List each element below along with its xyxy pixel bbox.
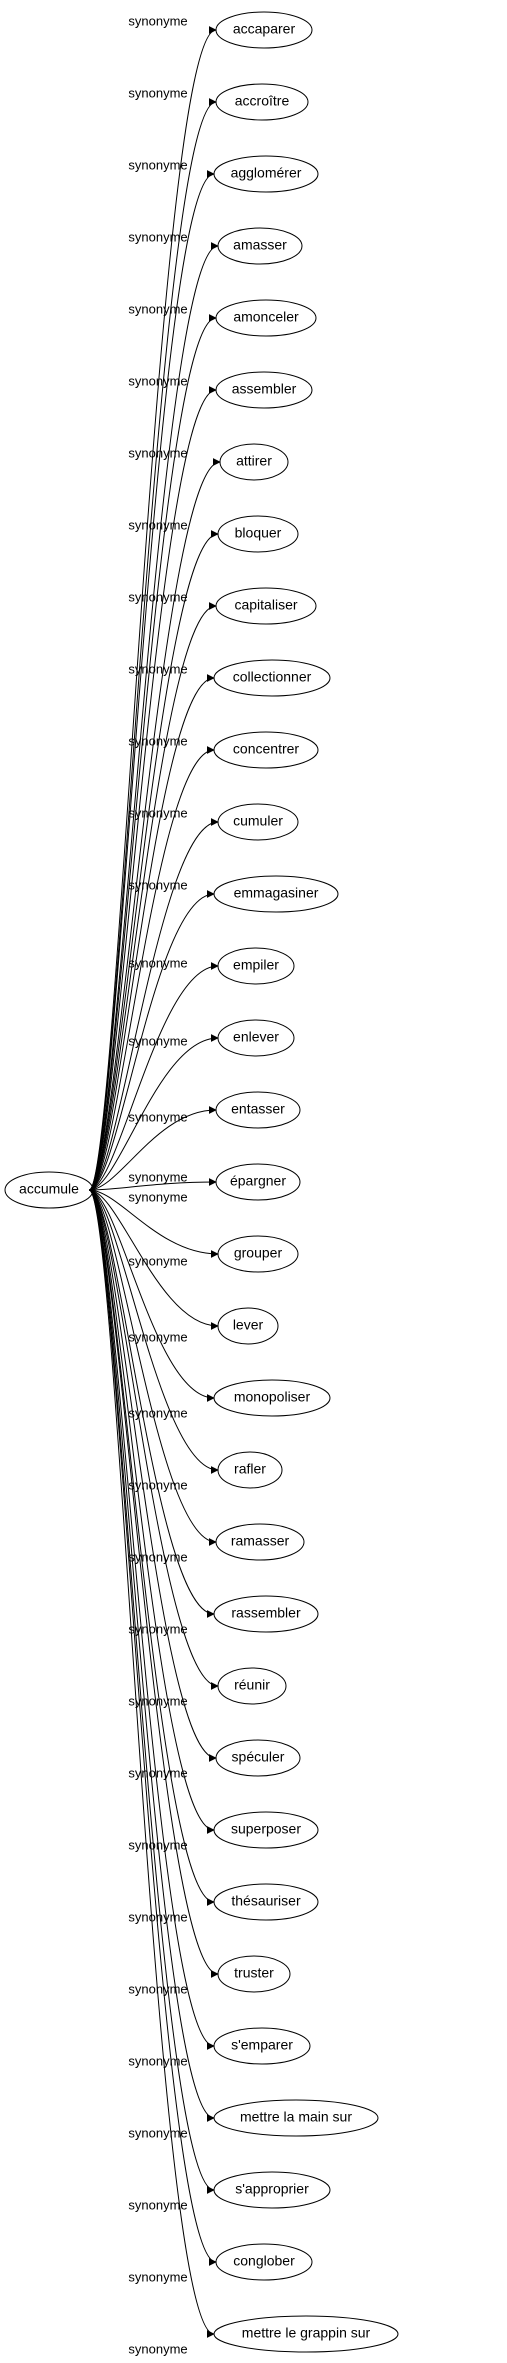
edge-label-assembler: synonyme — [128, 373, 187, 388]
node-label-assembler: assembler — [232, 381, 297, 397]
edge-label-thesauriser: synonyme — [128, 1909, 187, 1924]
node-label-monopoliser: monopoliser — [234, 1389, 311, 1405]
node-label-attirer: attirer — [236, 453, 272, 469]
edge-label-accaparer: synonyme — [128, 13, 187, 28]
edge-label-agglomerer: synonyme — [128, 157, 187, 172]
edge-label-concentrer: synonyme — [128, 733, 187, 748]
root-node-label: accumule — [19, 1181, 79, 1197]
edge-label-reunir: synonyme — [128, 1693, 187, 1708]
edge-label-semparer: synonyme — [128, 2053, 187, 2068]
node-label-mettre-grappin: mettre le grappin sur — [242, 2325, 371, 2341]
edge-conglober — [89, 1190, 216, 2262]
edge-label-entasser: synonyme — [128, 1109, 187, 1124]
node-label-enlever: enlever — [233, 1029, 279, 1045]
edge-label-attirer: synonyme — [128, 445, 187, 460]
edge-label-amasser: synonyme — [128, 229, 187, 244]
node-label-accaparer: accaparer — [233, 21, 296, 37]
edge-label-emmagasiner: synonyme — [128, 877, 187, 892]
edge-label-speculer: synonyme — [128, 1765, 187, 1780]
node-label-agglomerer: agglomérer — [231, 165, 302, 181]
edge-label-collectionner: synonyme — [128, 661, 187, 676]
edge-label-bloquer: synonyme — [128, 517, 187, 532]
node-label-capitaliser: capitaliser — [234, 597, 297, 613]
edge-accroitre — [89, 102, 216, 1190]
node-label-cumuler: cumuler — [233, 813, 283, 829]
node-label-accroitre: accroître — [235, 93, 290, 109]
edge-label-amonceler: synonyme — [128, 301, 187, 316]
edge-label-conglober: synonyme — [128, 2269, 187, 2284]
node-label-epargner: épargner — [230, 1173, 286, 1189]
node-label-collectionner: collectionner — [233, 669, 312, 685]
edge-label-grouper-2: synonyme — [128, 1253, 187, 1268]
node-label-thesauriser: thésauriser — [231, 1893, 301, 1909]
edge-attirer — [89, 462, 220, 1190]
edge-label-empiler: synonyme — [128, 955, 187, 970]
node-label-rassembler: rassembler — [231, 1605, 301, 1621]
synonym-graph: synonyme synonyme synonyme synonyme synonyme… — [0, 0, 507, 2363]
node-label-mettre-main: mettre la main sur — [240, 2109, 352, 2125]
node-label-empiler: empiler — [233, 957, 279, 973]
edge-label-capitaliser: synonyme — [128, 589, 187, 604]
node-label-entasser: entasser — [231, 1101, 285, 1117]
node-label-lever: lever — [233, 1317, 264, 1333]
node-label-reunir: réunir — [234, 1677, 270, 1693]
node-label-concentrer: concentrer — [233, 741, 299, 757]
node-label-semparer: s'emparer — [231, 2037, 293, 2053]
node-label-speculer: spéculer — [232, 1749, 285, 1765]
node-label-conglober: conglober — [233, 2253, 295, 2269]
edge-label-mettre-grappin: synonyme — [128, 2341, 187, 2356]
node-label-truster: truster — [234, 1965, 274, 1981]
node-label-amonceler: amonceler — [233, 309, 299, 325]
edge-label-mettre-main: synonyme — [128, 2125, 187, 2140]
node-label-grouper: grouper — [234, 1245, 283, 1261]
node-label-amasser: amasser — [233, 237, 287, 253]
edge-label-grouper: synonyme — [128, 1189, 187, 1204]
node-label-ramasser: ramasser — [231, 1533, 290, 1549]
node-label-bloquer: bloquer — [235, 525, 282, 541]
edge-label-ramasser: synonyme — [128, 1549, 187, 1564]
node-label-sapproprier: s'approprier — [235, 2181, 309, 2197]
edge-label-epargner: synonyme — [128, 1169, 187, 1184]
edge-label-cumuler: synonyme — [128, 805, 187, 820]
edge-label-accroitre: synonyme — [128, 85, 187, 100]
node-label-rafler: rafler — [234, 1461, 266, 1477]
edge-label-enlever: synonyme — [128, 1033, 187, 1048]
node-label-superposer: superposer — [231, 1821, 301, 1837]
node-label-emmagasiner: emmagasiner — [234, 885, 319, 901]
edge-mettre-grappin — [89, 1190, 214, 2334]
